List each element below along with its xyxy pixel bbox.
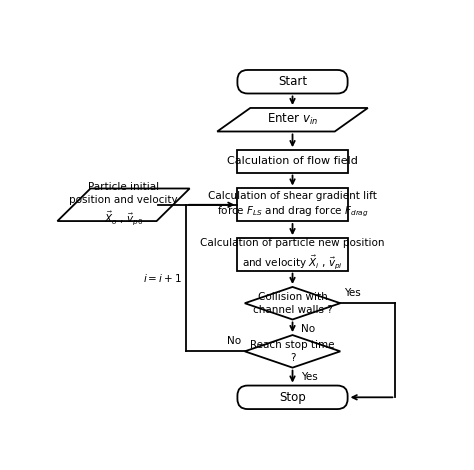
Text: Calculation of flow field: Calculation of flow field	[227, 157, 358, 166]
Bar	[237, 188, 347, 221]
Bar	[237, 150, 347, 172]
Text: Collision with
channel walls ?: Collision with channel walls ?	[253, 292, 332, 314]
Text: Start: Start	[278, 75, 307, 88]
FancyBboxPatch shape	[237, 385, 347, 409]
Polygon shape	[245, 335, 340, 368]
Text: Particle initial
position and velocity
$\vec{X}_o$ , $\vec{v}_{p0}$: Particle initial position and velocity $…	[69, 182, 178, 227]
Polygon shape	[245, 287, 340, 320]
Bar	[237, 238, 347, 271]
FancyBboxPatch shape	[237, 70, 347, 94]
Text: Reach stop time
?: Reach stop time ?	[250, 340, 335, 363]
Text: Yes: Yes	[301, 372, 318, 382]
Polygon shape	[217, 108, 368, 132]
Text: Calculation of particle new position
and velocity $\vec{X}_i$ , $\vec{v}_{pi}$: Calculation of particle new position and…	[201, 238, 385, 271]
Text: $i = i + 1$: $i = i + 1$	[144, 272, 182, 284]
Text: Enter $v_{in}$: Enter $v_{in}$	[267, 112, 318, 127]
Text: No: No	[227, 336, 241, 346]
Text: Stop: Stop	[279, 391, 306, 404]
Text: Yes: Yes	[344, 288, 361, 298]
Text: No: No	[301, 324, 315, 334]
Text: Calculation of shear gradient lift
force $F_{LS}$ and drag force $F_{drag}$: Calculation of shear gradient lift force…	[208, 191, 377, 219]
Polygon shape	[57, 188, 190, 221]
